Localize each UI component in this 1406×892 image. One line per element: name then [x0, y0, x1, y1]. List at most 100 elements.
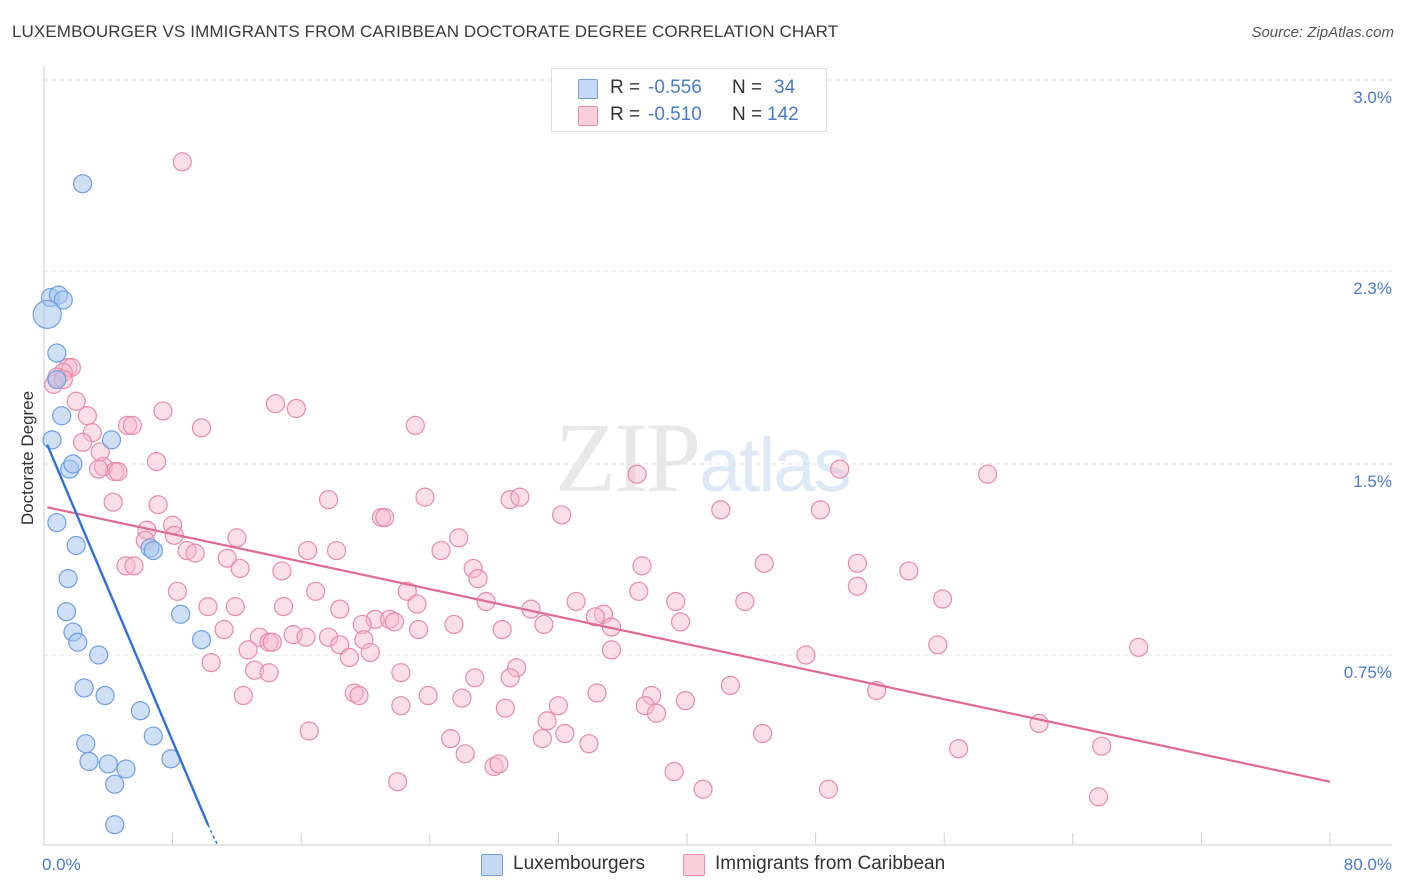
- luxembourger-point: [116, 759, 136, 779]
- caribbean-point: [500, 668, 520, 688]
- legend-swatch-luxembourgers: [481, 854, 503, 876]
- caribbean-point: [296, 627, 316, 647]
- luxembourger-point: [105, 774, 125, 794]
- luxembourger-point: [47, 512, 67, 533]
- caribbean-point: [635, 696, 655, 716]
- legend-n-value: 34: [774, 77, 796, 98]
- luxembourger-point: [143, 540, 163, 561]
- legend-r-label: R =: [610, 104, 641, 125]
- caribbean-point: [391, 663, 411, 683]
- caribbean-point: [720, 675, 741, 696]
- luxembourger-point: [68, 632, 88, 652]
- caribbean-point: [326, 540, 347, 561]
- caribbean-point: [810, 500, 831, 520]
- caribbean-point: [555, 723, 575, 744]
- caribbean-point: [148, 495, 168, 515]
- caribbean-point: [122, 415, 143, 435]
- legend-row-luxembourgers: R = -0.556 N = 34: [552, 76, 826, 100]
- caribbean-point: [566, 591, 586, 612]
- chart-title: LUXEMBOURGER VS IMMIGRANTS FROM CARIBBEA…: [12, 22, 839, 41]
- caribbean-point: [495, 698, 515, 718]
- caribbean-point: [352, 614, 372, 635]
- caribbean-point: [407, 594, 427, 614]
- caribbean-point: [259, 663, 279, 683]
- y-tick-label: 2.3%: [1353, 279, 1392, 298]
- legend-n-value: 142: [767, 104, 799, 125]
- luxembourger-point: [42, 430, 62, 450]
- caribbean-point: [272, 561, 292, 581]
- caribbean-point: [298, 540, 318, 561]
- caribbean-point: [185, 543, 205, 563]
- caribbean-point: [217, 548, 237, 568]
- caribbean-point: [754, 553, 774, 573]
- caribbean-point: [632, 556, 652, 576]
- caribbean-point: [465, 668, 485, 688]
- caribbean-point: [510, 487, 530, 507]
- caribbean-point: [418, 685, 438, 706]
- caribbean-point: [375, 507, 395, 528]
- caribbean-point: [66, 391, 86, 411]
- caribbean-point: [468, 568, 488, 589]
- caribbean-point: [286, 398, 306, 419]
- caribbean-point: [1088, 787, 1109, 807]
- caribbean-point: [214, 619, 234, 640]
- caribbean-point: [360, 642, 380, 663]
- luxembourger-point: [95, 685, 115, 706]
- caribbean-point: [397, 581, 417, 601]
- caribbean-point: [646, 703, 667, 723]
- legend-swatch-caribbean: [683, 854, 705, 876]
- y-axis-title: Doctorate Degree: [18, 391, 37, 525]
- luxembourger-trend-line: [46, 444, 210, 826]
- caribbean-point: [818, 779, 839, 799]
- caribbean-point: [146, 451, 167, 472]
- luxembourger-point: [66, 535, 86, 556]
- luxembourger-point: [98, 754, 118, 774]
- caribbean-point: [306, 581, 326, 601]
- caribbean-point: [548, 696, 569, 716]
- caribbean-point: [227, 528, 247, 548]
- caribbean-point: [642, 685, 662, 706]
- luxembourger-point: [74, 678, 94, 698]
- legend-row-caribbean: R = -0.510 N = 142: [552, 103, 826, 127]
- y-tick-label: 0.75%: [1344, 663, 1392, 682]
- legend-swatch-caribbean: [578, 106, 598, 126]
- legend-n-label: N =: [732, 77, 763, 98]
- luxembourger-point: [32, 299, 62, 330]
- caribbean-point: [103, 492, 123, 512]
- caribbean-point: [244, 660, 265, 680]
- legend-label-luxembourgers: Luxembourgers: [513, 853, 646, 874]
- caribbean-point: [455, 744, 475, 764]
- legend-r-value: -0.556: [648, 77, 702, 98]
- caribbean-point: [201, 652, 221, 673]
- watermark-atlas: atlas: [699, 423, 852, 508]
- watermark-zip: ZIP: [555, 402, 701, 513]
- luxembourger-point: [79, 751, 99, 772]
- caribbean-point: [318, 627, 339, 647]
- caribbean-point: [415, 487, 435, 507]
- caribbean-point: [664, 761, 684, 782]
- caribbean-point: [167, 581, 188, 601]
- caribbean-point: [225, 597, 245, 617]
- caribbean-point: [585, 607, 605, 627]
- y-tick-label: 3.0%: [1353, 88, 1392, 107]
- caribbean-point: [847, 576, 867, 596]
- caribbean-point: [735, 591, 755, 612]
- series-legend: Luxembourgers Immigrants from Caribbean: [0, 852, 1406, 878]
- caribbean-point: [532, 728, 552, 749]
- luxembourger-point: [56, 602, 77, 622]
- source-credit: Source: ZipAtlas.com: [1251, 24, 1394, 41]
- caribbean-point: [388, 772, 408, 792]
- caribbean-point: [492, 619, 512, 640]
- caribbean-point: [534, 614, 554, 635]
- caribbean-point: [117, 415, 138, 435]
- caribbean-point: [116, 556, 136, 576]
- luxembourger-point: [47, 369, 67, 390]
- caribbean-point: [249, 627, 270, 647]
- luxembourger-point: [63, 454, 83, 474]
- legend-r-label: R =: [610, 77, 641, 98]
- caribbean-point: [365, 609, 385, 629]
- caribbean-point: [72, 432, 93, 452]
- caribbean-point: [273, 597, 294, 617]
- caribbean-point: [752, 723, 773, 744]
